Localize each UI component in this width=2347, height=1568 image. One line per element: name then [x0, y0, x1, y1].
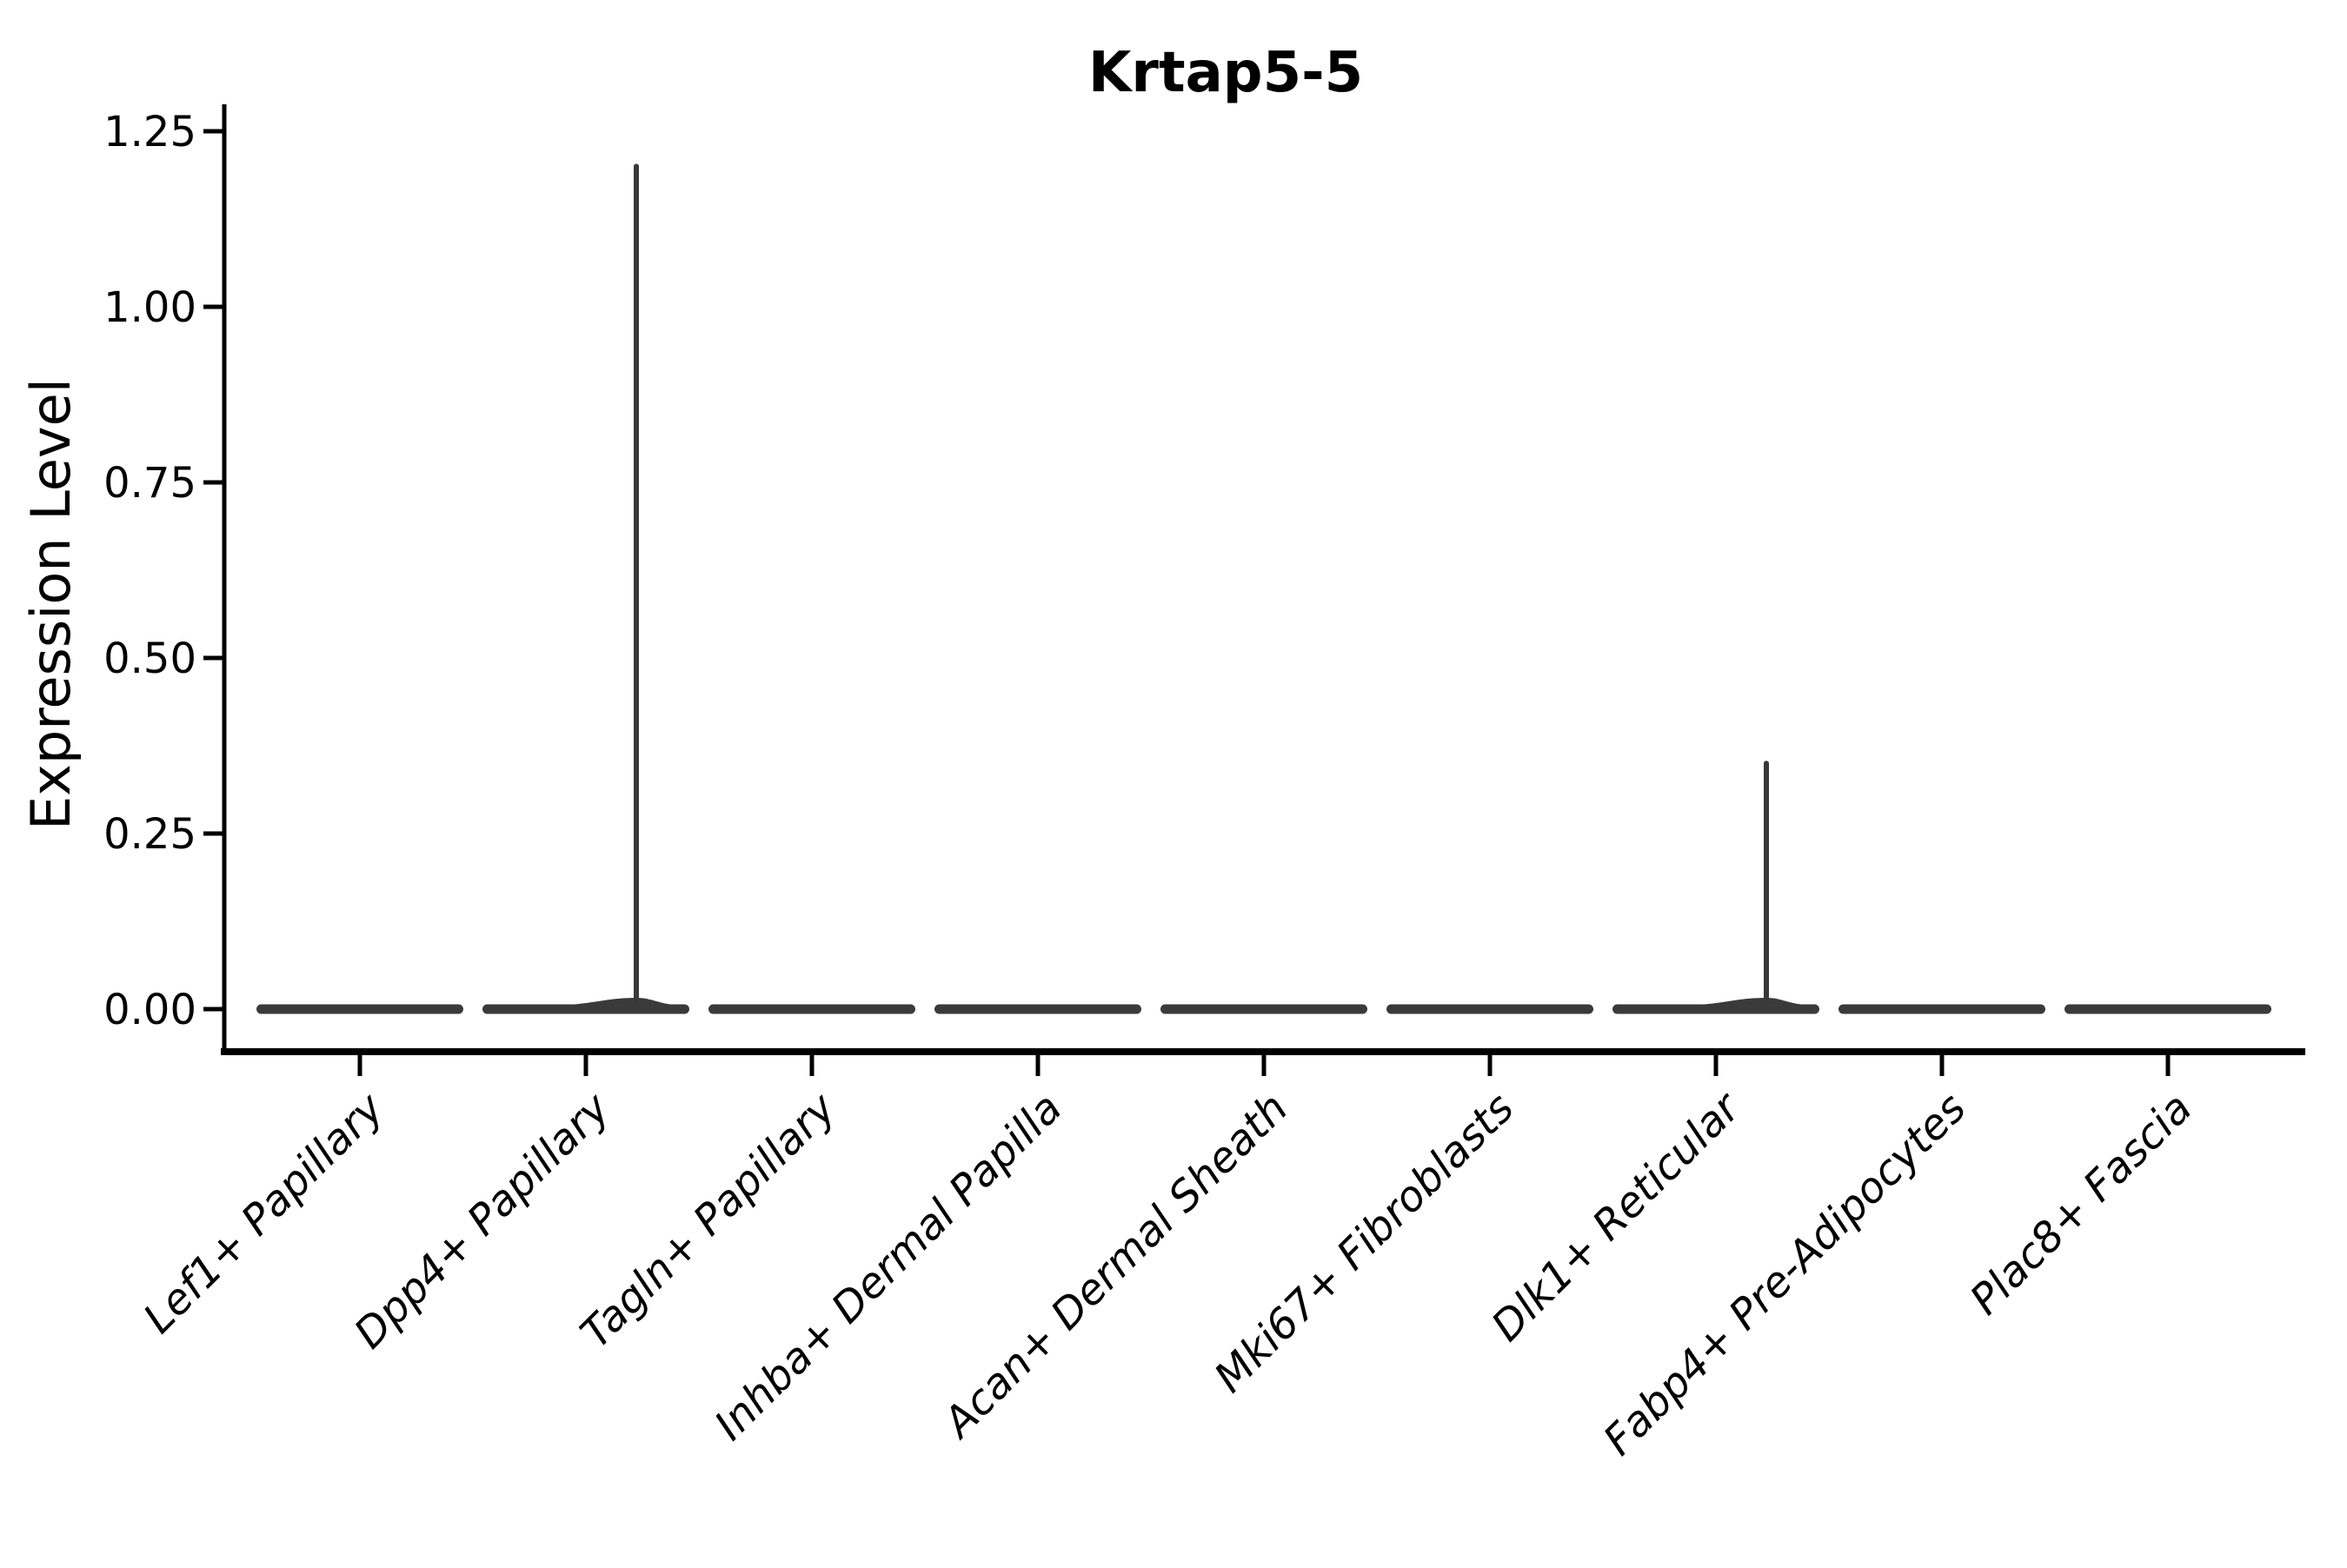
y-axis-label: Expression Level [19, 378, 83, 830]
y-tick-label: 1.25 [103, 108, 196, 156]
violin-body [934, 1004, 1141, 1014]
y-tick-label: 0.25 [103, 810, 196, 859]
y-tick-label: 0.75 [103, 459, 196, 508]
violin-body [482, 1004, 689, 1014]
violin-body [256, 1004, 463, 1014]
violin-body [1386, 1004, 1593, 1014]
chart-title: Krtap5-5 [1088, 41, 1363, 105]
x-axis-ticks [357, 1055, 2171, 1076]
y-tick-label: 0.00 [103, 986, 196, 1034]
violin-body [1838, 1004, 2045, 1014]
y-axis-tick-labels: 0.00 0.25 0.50 0.75 1.00 1.25 [103, 108, 196, 1034]
violin-body [1160, 1004, 1367, 1014]
x-axis-tick-labels: Lef1+ Papillary Dpp4+ Papillary Tagln+ P… [134, 1082, 2201, 1465]
violins-layer [256, 163, 2271, 1014]
x-tick-label: Fabp4+ Pre-Adipocytes [1594, 1084, 1976, 1465]
violin-body [1612, 1004, 1819, 1014]
y-tick-label: 1.00 [103, 283, 196, 332]
axes-spines [221, 104, 2305, 1055]
violin-body [708, 1004, 915, 1014]
violin-body [2064, 1004, 2271, 1014]
x-tick-label: Dlk1+ Reticular [1482, 1082, 1752, 1352]
x-tick-label: Lef1+ Papillary [134, 1083, 394, 1343]
y-axis-ticks [203, 129, 224, 1012]
x-tick-label: Plac8+ Fascia [1961, 1084, 2202, 1325]
y-tick-label: 0.50 [103, 635, 196, 683]
